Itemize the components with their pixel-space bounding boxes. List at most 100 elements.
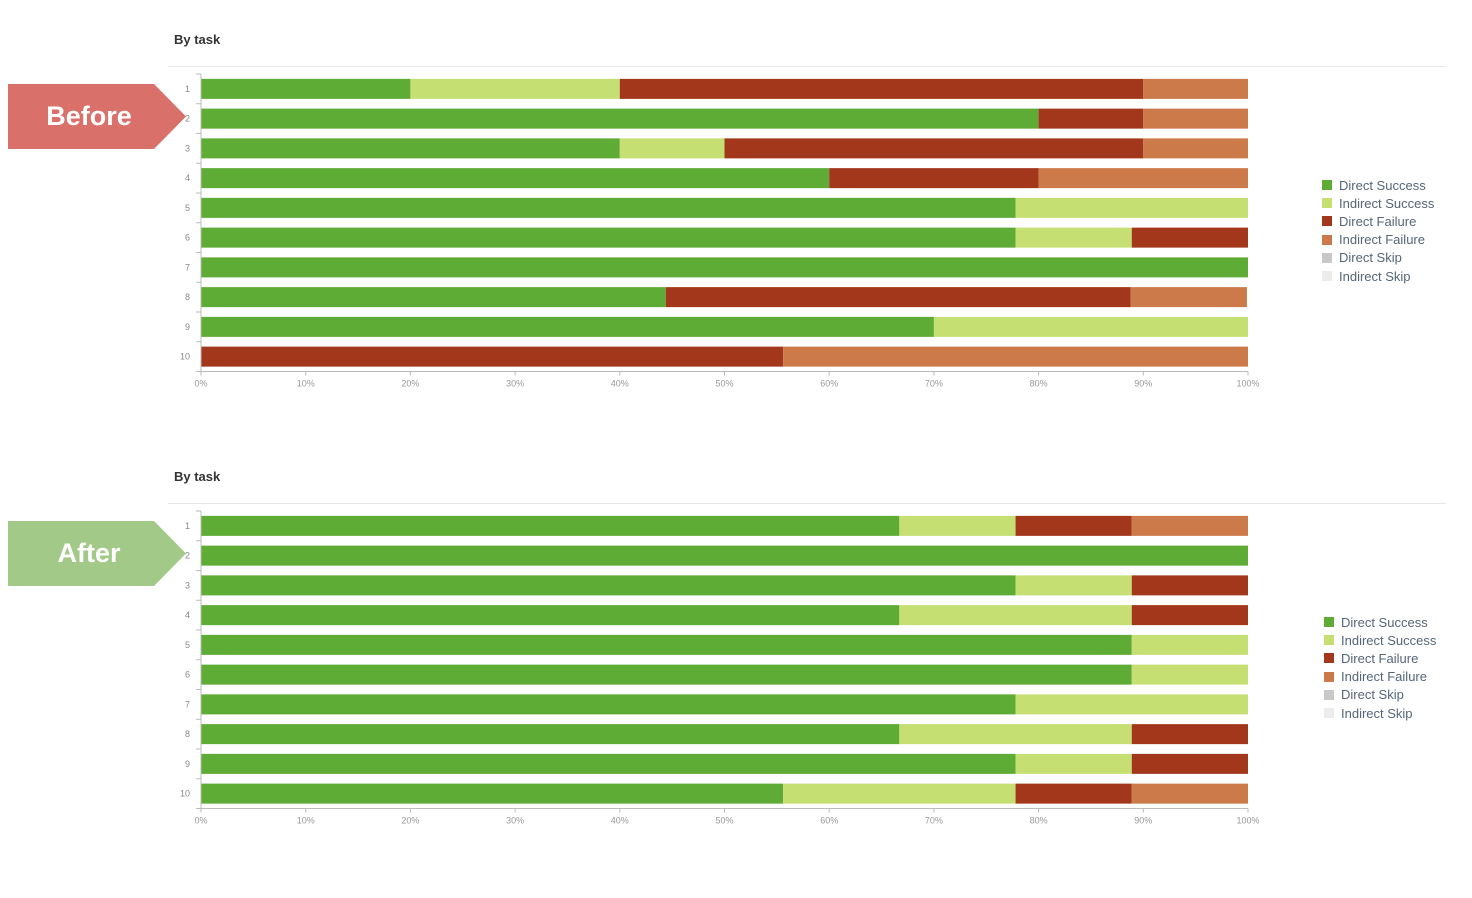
category-tick-label: 2 — [185, 114, 190, 124]
bar-segment-direct-success — [201, 783, 784, 804]
title-divider — [168, 66, 1446, 67]
bar-segment-direct-success — [201, 138, 620, 159]
x-tick-label: 40% — [611, 379, 629, 389]
x-tick-label: 80% — [1030, 379, 1048, 389]
x-tick-label: 60% — [820, 816, 838, 826]
legend-label: Indirect Skip — [1341, 705, 1413, 721]
legend-label: Direct Skip — [1339, 250, 1402, 266]
legend-swatch — [1322, 271, 1332, 282]
bar-segment-indirect-failure — [783, 346, 1248, 367]
category-tick-label: 6 — [185, 670, 190, 680]
legend-label: Indirect Failure — [1341, 669, 1427, 685]
chart-legend: Direct Success Indirect Success Direct Fai… — [1322, 176, 1434, 285]
bar-segment-direct-failure — [619, 78, 1144, 99]
category-tick-label: 9 — [185, 759, 190, 769]
bar-segment-direct-success — [201, 515, 900, 536]
legend-label: Indirect Skip — [1339, 268, 1411, 284]
arrow-fill — [8, 84, 186, 149]
arrow-shape — [8, 84, 186, 149]
category-tick-label: 1 — [185, 84, 190, 94]
legend-label: Direct Skip — [1341, 687, 1404, 703]
before-arrow-label: Before — [8, 84, 186, 149]
legend-label: Direct Success — [1339, 177, 1426, 193]
chart-title: By task — [174, 32, 221, 47]
bar-segment-indirect-failure — [1131, 515, 1248, 536]
x-tick-label: 20% — [401, 816, 419, 826]
bar-segment-indirect-success — [933, 316, 1248, 337]
bar-segment-indirect-success — [1015, 694, 1248, 715]
bar-segment-direct-failure — [1131, 753, 1248, 774]
legend-item: Indirect Failure — [1322, 231, 1434, 249]
category-tick-label: 4 — [185, 173, 190, 183]
category-tick-label: 7 — [185, 262, 190, 272]
legend-item: Direct Success — [1324, 613, 1436, 631]
x-tick-label: 60% — [820, 379, 838, 389]
bar-segment-direct-success — [201, 605, 900, 626]
x-tick-label: 50% — [715, 379, 733, 389]
bar-segment-indirect-failure — [1143, 138, 1248, 159]
legend-item: Direct Skip — [1324, 686, 1436, 704]
bar-segment-direct-success — [201, 634, 1132, 655]
bar-segment-direct-success — [201, 197, 1016, 218]
legend-label: Indirect Success — [1341, 632, 1437, 648]
bar-segment-indirect-success — [410, 78, 620, 99]
bar-segment-indirect-failure — [1143, 108, 1248, 129]
bar-segment-indirect-success — [899, 605, 1132, 626]
bar-segment-direct-failure — [829, 168, 1039, 189]
legend-swatch — [1322, 216, 1332, 227]
bar-segment-direct-success — [201, 227, 1016, 248]
bar-segment-direct-failure — [1131, 227, 1248, 248]
legend-swatch — [1324, 708, 1334, 719]
bar-segment-direct-failure — [1131, 724, 1248, 745]
x-tick-label: 100% — [1236, 816, 1259, 826]
bar-segment-indirect-failure — [1143, 78, 1248, 99]
legend-item: Direct Failure — [1322, 212, 1434, 230]
legend-label: Direct Failure — [1339, 213, 1417, 229]
after-arrow-label: After — [8, 521, 186, 586]
legend-item: Indirect Skip — [1324, 704, 1436, 722]
legend-swatch — [1322, 234, 1332, 245]
bar-segment-direct-success — [201, 108, 1039, 129]
legend-item: Indirect Success — [1324, 631, 1436, 649]
category-tick-label: 3 — [185, 143, 190, 153]
bar-segment-indirect-success — [899, 515, 1016, 536]
arrow-label-text: Before — [46, 101, 132, 131]
x-tick-label: 40% — [611, 816, 629, 826]
chart-panel-before: By task Before 1 2 3 4 5 6 7 8 9 10 0% 10% 20% 30% 40%… — [0, 0, 1472, 440]
x-tick-label: 50% — [715, 816, 733, 826]
legend-label: Direct Failure — [1341, 650, 1419, 666]
x-tick-label: 0% — [194, 379, 207, 389]
x-tick-label: 30% — [506, 816, 524, 826]
legend-item: Direct Failure — [1324, 649, 1436, 667]
bar-segment-direct-success — [201, 78, 411, 99]
x-tick-label: 10% — [297, 816, 315, 826]
bar-segment-indirect-success — [1131, 634, 1248, 655]
bar-segment-direct-success — [201, 168, 830, 189]
category-tick-label: 10 — [180, 352, 190, 362]
bar-segment-indirect-success — [783, 783, 1016, 804]
bar-segment-direct-success — [201, 753, 1016, 774]
bar-segment-direct-success — [201, 316, 934, 337]
x-tick-label: 10% — [297, 379, 315, 389]
category-tick-label: 5 — [185, 640, 190, 650]
x-tick-label: 100% — [1236, 379, 1259, 389]
chart-panel-after: By task After 1 2 3 4 5 6 7 8 9 10 0% 10% 20% 30% 40% 5… — [0, 437, 1472, 877]
bar-segment-indirect-success — [1015, 575, 1132, 596]
bar-segment-direct-success — [201, 545, 1248, 566]
legend-swatch — [1324, 653, 1334, 664]
bar-segment-direct-failure — [1131, 605, 1248, 626]
category-tick-label: 5 — [185, 203, 190, 213]
legend-swatch — [1322, 180, 1332, 191]
arrow-shape — [8, 521, 186, 586]
category-tick-label: 10 — [180, 789, 190, 799]
bar-segment-direct-failure — [1015, 515, 1132, 536]
bar-segment-direct-failure — [1015, 783, 1132, 804]
legend-swatch — [1324, 689, 1334, 700]
x-tick-label: 70% — [925, 379, 943, 389]
arrow-label-text: After — [57, 538, 121, 568]
title-divider — [168, 503, 1446, 504]
category-tick-label: 4 — [185, 610, 190, 620]
legend-swatch — [1324, 635, 1334, 646]
x-tick-label: 90% — [1134, 379, 1152, 389]
